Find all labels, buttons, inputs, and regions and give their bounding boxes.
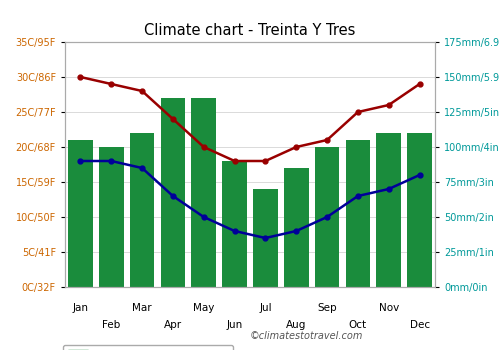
Bar	[376, 133, 401, 287]
Text: Jun: Jun	[226, 320, 242, 330]
Text: Jan: Jan	[72, 303, 88, 313]
Legend: Prec, Min, Max: Prec, Min, Max	[63, 345, 234, 350]
Text: Nov: Nov	[378, 303, 399, 313]
Text: ©climatestotravel.com: ©climatestotravel.com	[250, 331, 364, 341]
Bar	[130, 133, 154, 287]
Text: Dec: Dec	[410, 320, 430, 330]
Text: Apr: Apr	[164, 320, 182, 330]
Bar	[160, 98, 186, 287]
Bar	[222, 161, 247, 287]
Text: Oct: Oct	[349, 320, 367, 330]
Bar	[253, 189, 278, 287]
Bar	[346, 140, 370, 287]
Bar	[99, 147, 124, 287]
Text: Sep: Sep	[318, 303, 337, 313]
Bar	[284, 168, 308, 287]
Bar	[315, 147, 340, 287]
Text: Aug: Aug	[286, 320, 306, 330]
Text: Feb: Feb	[102, 320, 120, 330]
Bar	[68, 140, 93, 287]
Bar	[407, 133, 432, 287]
Text: Mar: Mar	[132, 303, 152, 313]
Text: May: May	[193, 303, 214, 313]
Bar	[192, 98, 216, 287]
Title: Climate chart - Treinta Y Tres: Climate chart - Treinta Y Tres	[144, 23, 356, 38]
Text: Jul: Jul	[259, 303, 272, 313]
